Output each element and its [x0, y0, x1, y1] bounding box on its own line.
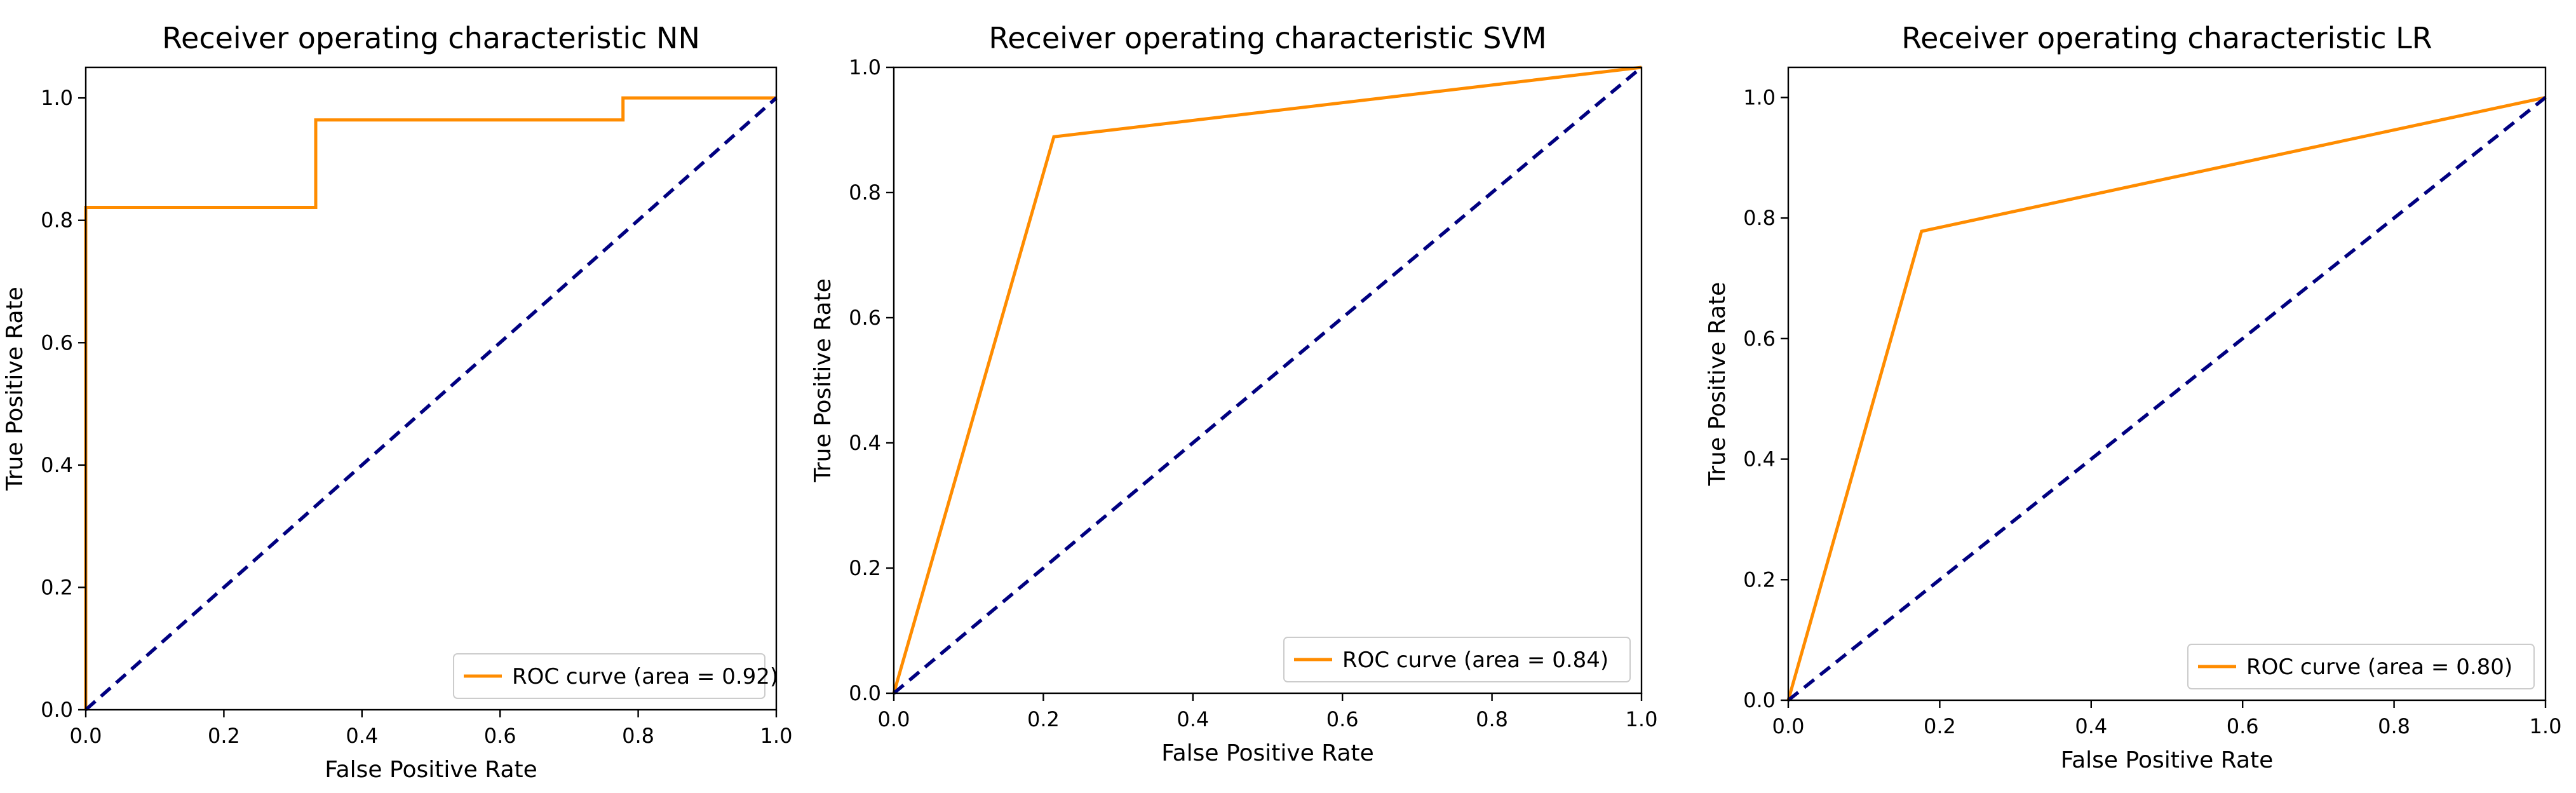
chart-title: Receiver operating characteristic LR: [1901, 21, 2432, 55]
x-tick-label: 0.8: [622, 724, 654, 748]
axes-frame: [893, 66, 1643, 695]
y-tick-label: 0.8: [849, 180, 881, 205]
legend: ROC curve (area = 0.84): [1283, 637, 1631, 682]
y-axis-label: True Positive Rate: [810, 278, 836, 483]
y-tick-label: 0.6: [849, 306, 881, 330]
x-tick-label: 0.8: [2378, 714, 2410, 738]
x-tick-label: 1.0: [1626, 707, 1658, 731]
x-axis-label: False Positive Rate: [2061, 747, 2274, 773]
y-tick-label: 0.2: [1743, 567, 1776, 592]
x-tick-label: 1.0: [760, 724, 793, 748]
x-tick-label: 0.0: [878, 707, 910, 731]
x-tick-label: 0.4: [346, 724, 378, 748]
y-axis-label: True Positive Rate: [2, 287, 28, 491]
chance-diagonal-line: [1787, 96, 2547, 702]
y-tick-label: 1.0: [849, 55, 881, 79]
y-tick-label: 0.0: [1743, 688, 1776, 712]
roc-chart-1: Receiver operating characteristic NN0.0 0…: [2, 21, 792, 783]
x-tick-label: 0.6: [484, 724, 516, 748]
roc-chart-2: Receiver operating characteristic SVM 0.0…: [810, 21, 1657, 766]
y-tick-label: 0.6: [1743, 327, 1776, 351]
y-tick-label: 0.8: [1743, 206, 1776, 230]
y-tick-label: 0.4: [1743, 447, 1776, 471]
y-tick-label: 0.2: [849, 556, 881, 580]
chart-title: Receiver operating characteristic NN: [162, 21, 700, 55]
x-tick-label: 0.4: [1177, 707, 1209, 731]
chance-diagonal-line: [84, 97, 778, 712]
x-tick-label: 0.4: [2075, 714, 2107, 738]
x-tick-label: 0.2: [1924, 714, 1956, 738]
x-tick-label: 0.2: [208, 724, 240, 748]
y-axis-label: True Positive Rate: [1704, 282, 1730, 487]
roc-curve-line: [892, 65, 1642, 694]
chart-title: Receiver operating characteristic SVM: [988, 21, 1546, 55]
roc-chart-3: Receiver operating characteristic LR0.0 0…: [1704, 21, 2561, 773]
x-tick-label: 0.0: [70, 724, 102, 748]
x-tick-label: 0.0: [1772, 714, 1805, 738]
legend: ROC curve (area = 0.80): [2187, 644, 2535, 689]
x-tick-label: 0.6: [1326, 707, 1359, 731]
y-tick-label: 0.4: [849, 431, 881, 455]
y-tick-label: 0.4: [41, 453, 73, 477]
legend: ROC curve (area = 0.92): [453, 653, 778, 699]
y-tick-label: 0.0: [41, 698, 73, 722]
legend-label: ROC curve (area = 0.84): [1342, 647, 1608, 673]
y-tick-label: 0.2: [41, 575, 73, 599]
x-axis-label: False Positive Rate: [325, 757, 537, 783]
x-tick-label: 0.6: [2227, 714, 2259, 738]
y-tick-label: 1.0: [1743, 85, 1776, 109]
axes-frame: [84, 66, 778, 711]
legend-label: ROC curve (area = 0.80): [2246, 654, 2512, 680]
x-axis-label: False Positive Rate: [1161, 740, 1374, 766]
chance-diagonal-line: [893, 65, 1643, 695]
roc-curve-line: [1786, 95, 2546, 701]
charts-root: Receiver operating characteristic NN0.0 0…: [2, 21, 2561, 783]
legend-label: ROC curve (area = 0.92): [512, 664, 778, 689]
x-tick-label: 0.2: [1027, 707, 1060, 731]
y-tick-label: 1.0: [41, 86, 73, 110]
x-tick-label: 0.8: [1476, 707, 1508, 731]
y-tick-label: 0.6: [41, 330, 73, 355]
y-tick-label: 0.0: [849, 681, 881, 705]
legend-box: [2187, 644, 2535, 689]
legend-box: [453, 653, 765, 699]
legend-box: [1283, 637, 1631, 682]
x-tick-label: 1.0: [2530, 714, 2562, 738]
y-tick-label: 0.8: [41, 208, 73, 233]
axes-frame: [1787, 66, 2547, 702]
